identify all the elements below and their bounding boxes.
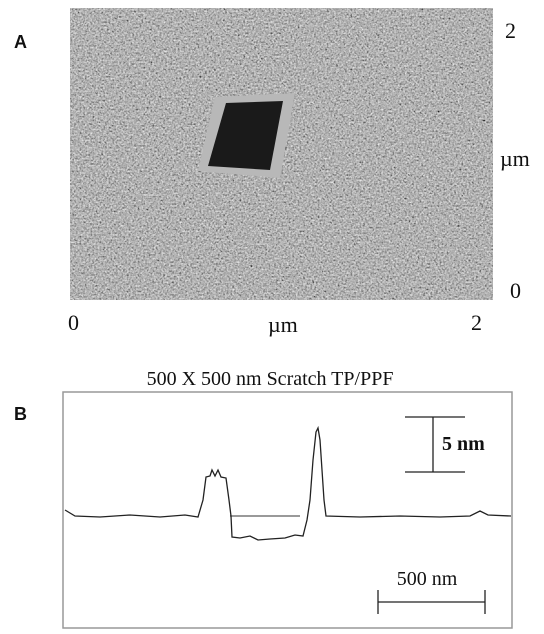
vertical-scale-bar: [405, 416, 465, 473]
scratch-pit: [208, 101, 283, 170]
x-axis-unit: µm: [268, 312, 298, 337]
y-axis-label: 0: [510, 278, 521, 303]
panel-label: B: [14, 404, 27, 424]
x-axis-label: 0: [68, 310, 79, 335]
profile-frame: [62, 391, 513, 629]
panel-title: 500 X 500 nm Scratch TP/PPF: [147, 368, 394, 390]
vertical-scale-label: 5 nm: [442, 433, 485, 455]
x-axis-label: 2: [471, 310, 482, 335]
horizontal-scale-label: 500 nm: [397, 568, 458, 590]
y-axis-unit: µm: [500, 146, 530, 171]
y-axis-label: 2: [505, 18, 516, 43]
panel-label: A: [14, 32, 27, 52]
height-profile: [64, 425, 512, 541]
horizontal-scale-bar: [377, 590, 486, 614]
